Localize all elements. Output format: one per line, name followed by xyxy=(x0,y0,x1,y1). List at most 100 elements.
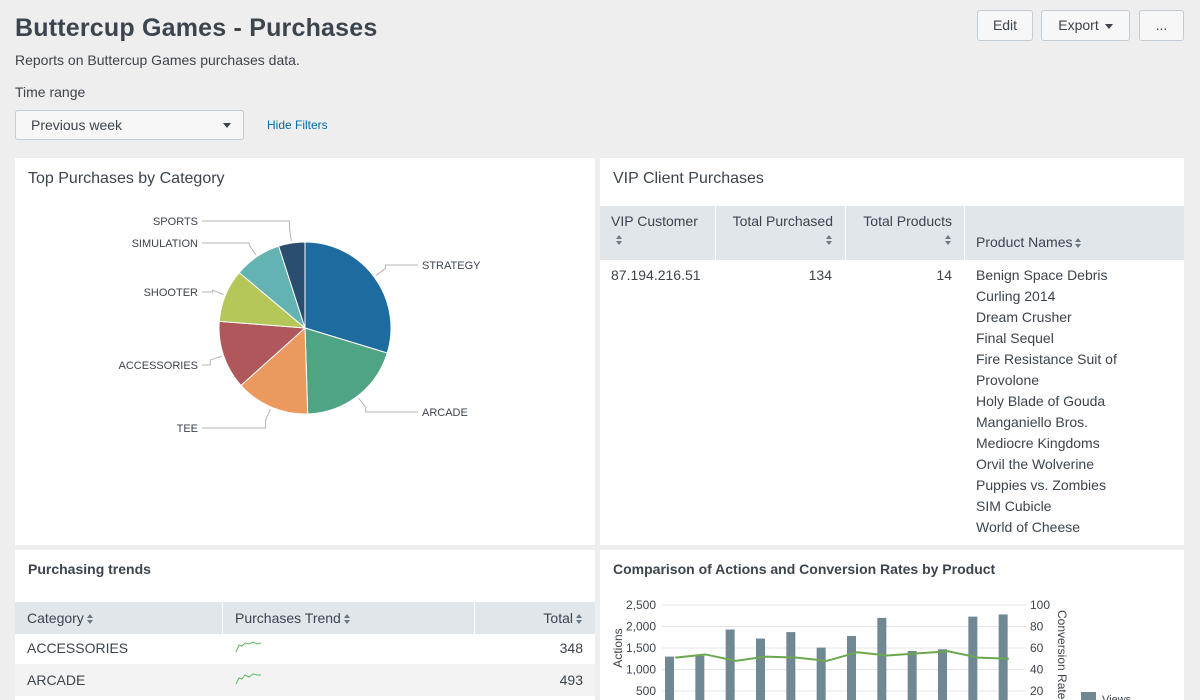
pie-label: TEE xyxy=(177,423,198,435)
y-tick-label: 500 xyxy=(636,684,656,698)
time-range-value: Previous week xyxy=(31,117,123,133)
product-name-item: Provolone xyxy=(976,372,1040,388)
column-header-product-names[interactable]: Product Names xyxy=(965,206,1184,260)
column-header-total-purchased[interactable]: Total Purchased xyxy=(716,206,846,260)
y-tick-label: 1,000 xyxy=(626,663,656,677)
pie-leader-line xyxy=(202,355,222,366)
table-row[interactable]: ACCESSORIES 348 xyxy=(15,632,595,664)
sort-icon[interactable] xyxy=(1075,238,1082,249)
pie-label: SIMULATION xyxy=(132,238,198,250)
more-actions-button[interactable]: ... xyxy=(1139,10,1184,41)
vip-purchases-title: VIP Client Purchases xyxy=(613,170,764,187)
bar-views[interactable] xyxy=(695,655,705,700)
bar-views[interactable] xyxy=(847,635,856,700)
pie-leader-line xyxy=(202,289,224,296)
pie-leader-line xyxy=(202,220,292,242)
pie-label: SPORTS xyxy=(153,216,198,228)
bar-views[interactable] xyxy=(816,647,826,700)
hide-filters-link[interactable]: Hide Filters xyxy=(267,118,328,132)
product-name-item: Manganiello Bros. xyxy=(976,414,1089,430)
edit-button[interactable]: Edit xyxy=(977,10,1033,41)
product-name-item: Orvil the Wolverine xyxy=(976,456,1095,472)
top-purchases-panel: Top Purchases by Category STRATEGY ARCADE… xyxy=(15,158,595,545)
export-button-label: Export xyxy=(1058,17,1099,33)
total-purchased-cell: 134 xyxy=(808,267,832,283)
bar-views[interactable] xyxy=(725,629,735,700)
column-header-label: Category xyxy=(27,610,84,626)
pie-label: ACCESSORIES xyxy=(119,360,198,372)
page-title: Buttercup Games - Purchases xyxy=(15,14,378,42)
line-conversion-rate[interactable] xyxy=(675,650,1009,662)
column-header-total-products[interactable]: Total Products xyxy=(846,206,965,260)
product-name-item: SIM Cubicle xyxy=(976,498,1052,514)
y2-tick-label: 20 xyxy=(1030,684,1044,698)
category-cell: ACCESSORIES xyxy=(27,640,129,656)
bar-views[interactable] xyxy=(665,656,674,700)
column-header-purchases-trend[interactable]: Purchases Trend xyxy=(223,602,475,634)
sort-icon[interactable] xyxy=(86,614,94,625)
pie-slice-accessories[interactable] xyxy=(218,320,307,387)
y2-tick-label: 40 xyxy=(1030,663,1044,677)
pie-label: STRATEGY xyxy=(422,260,481,272)
column-header-total[interactable]: Total xyxy=(475,602,595,634)
y2-tick-label: 100 xyxy=(1030,598,1050,612)
column-header-category[interactable]: Category xyxy=(15,602,223,634)
bar-views[interactable] xyxy=(938,649,947,700)
total-cell: 348 xyxy=(559,640,583,656)
y-tick-label: 2,000 xyxy=(626,620,656,634)
y2-axis-label: Conversion Rate xyxy=(1055,610,1069,700)
y2-tick-label: 60 xyxy=(1030,641,1044,655)
caret-down-icon xyxy=(1104,23,1113,29)
total-cell: 493 xyxy=(559,672,583,688)
total-products-cell: 14 xyxy=(936,267,952,283)
pie-leader-line xyxy=(202,242,257,256)
column-header-label: Product Names xyxy=(976,234,1073,250)
y-tick-label: 1,500 xyxy=(626,641,656,655)
top-purchases-title: Top Purchases by Category xyxy=(28,170,225,187)
pie-leader-line xyxy=(375,264,418,277)
bar-views[interactable] xyxy=(786,632,796,700)
vip-table-header: VIP Customer Total Purchased Total Produ… xyxy=(600,206,1184,260)
pie-leader-line xyxy=(202,408,271,429)
sparkline-icon xyxy=(235,641,262,653)
pie-leader-line xyxy=(358,397,418,413)
bar-views[interactable] xyxy=(756,638,765,700)
column-header-label: Total xyxy=(543,610,573,626)
bar-views[interactable] xyxy=(907,651,917,700)
more-actions-label: ... xyxy=(1155,17,1168,33)
sort-icon[interactable] xyxy=(343,614,351,625)
column-header-label: VIP Customer xyxy=(611,213,698,229)
comparison-title: Comparison of Actions and Conversion Rat… xyxy=(613,561,996,577)
product-name-item: Puppies vs. Zombies xyxy=(976,477,1106,493)
column-header-label: Total Products xyxy=(863,213,952,229)
sort-icon[interactable] xyxy=(576,614,583,625)
sort-icon[interactable] xyxy=(616,235,623,246)
bar-views[interactable] xyxy=(998,614,1008,700)
time-range-select[interactable]: Previous week xyxy=(15,110,244,140)
category-cell: ARCADE xyxy=(27,672,86,688)
legend-swatch-views xyxy=(1081,692,1096,700)
pie-label: SHOOTER xyxy=(144,287,198,299)
export-button[interactable]: Export xyxy=(1041,10,1130,41)
pie-slice-tee[interactable] xyxy=(240,326,309,415)
pie-slice-arcade[interactable] xyxy=(304,327,388,415)
bar-views[interactable] xyxy=(968,616,978,700)
pie-slice-sports[interactable] xyxy=(278,241,306,329)
table-row[interactable]: ARCADE 493 xyxy=(15,664,595,696)
sort-icon[interactable] xyxy=(945,235,952,246)
purchasing-trends-panel: Purchasing trends Category Purchases Tre… xyxy=(15,550,595,700)
product-name-item: World of Cheese xyxy=(976,519,1081,535)
sort-icon[interactable] xyxy=(826,235,833,246)
product-name-item: Benign Space Debris xyxy=(976,267,1108,283)
y-tick-label: 2,500 xyxy=(626,598,656,612)
sparkline-icon xyxy=(235,673,261,685)
caret-down-icon xyxy=(223,123,231,128)
column-header-vip-customer[interactable]: VIP Customer xyxy=(600,206,716,260)
pie-slice-strategy[interactable] xyxy=(304,241,392,354)
bar-views[interactable] xyxy=(877,617,887,700)
time-range-label: Time range xyxy=(15,84,86,100)
product-name-item: Dream Crusher xyxy=(976,309,1072,325)
page-description: Reports on Buttercup Games purchases dat… xyxy=(15,52,300,68)
pie-chart: STRATEGY ARCADE TEE ACCESSORIES SHOOTER SIMUL… xyxy=(119,216,482,435)
comparison-panel: Comparison of Actions and Conversion Rat… xyxy=(600,550,1184,700)
